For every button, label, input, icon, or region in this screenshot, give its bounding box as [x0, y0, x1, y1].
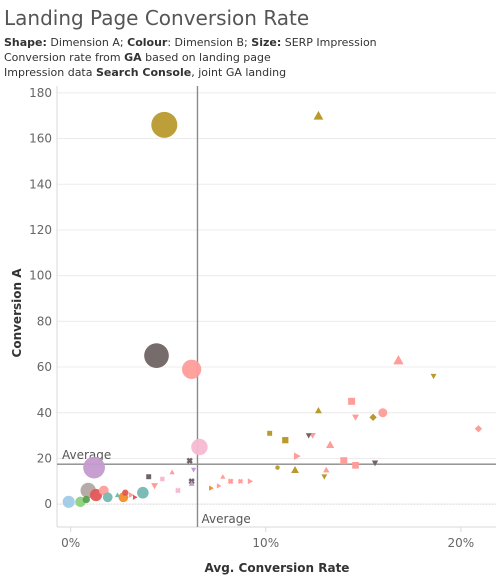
size-key: Size:	[251, 36, 282, 49]
data-point-square	[267, 430, 273, 436]
subtitle-sc-bold: Search Console	[95, 66, 192, 79]
cross-bar	[175, 487, 181, 494]
data-point-triangle-down	[430, 373, 437, 380]
y-tick-label: 140	[29, 177, 52, 191]
data-point-cross	[237, 478, 243, 484]
data-point-triangle	[220, 474, 226, 479]
data-point-circle	[378, 408, 388, 418]
x-tick-label: 20%	[448, 536, 475, 550]
data-point-triangle	[315, 407, 322, 414]
subtitle-legend-line: Shape: Dimension A; Colour: Dimension B;…	[4, 36, 377, 49]
subtitle-ga-bold: GA	[124, 51, 142, 64]
y-tick-label: 60	[37, 360, 52, 374]
data-point-triangle-right	[216, 483, 222, 489]
data-point-diamond	[369, 413, 377, 421]
gridlines	[57, 92, 496, 505]
data-point-square	[160, 476, 165, 482]
cross-bar	[237, 478, 243, 484]
data-point-triangle-down	[305, 433, 312, 439]
data-point-square	[340, 457, 348, 465]
subtitle-ga-post: based on landing page	[141, 51, 271, 64]
subtitle-source-search-console: Impression data Search Console, joint GA…	[4, 66, 286, 79]
average-x-label: Average	[201, 512, 250, 526]
data-point-triangle	[313, 110, 324, 120]
data-points	[62, 110, 483, 508]
data-point-square	[282, 437, 289, 444]
y-axis-title: Conversion A	[10, 268, 24, 358]
colour-key: Colour	[127, 36, 168, 49]
data-point-circle	[102, 492, 113, 503]
y-tick-label: 80	[37, 314, 52, 328]
data-point-triangle-down	[371, 460, 379, 467]
data-point-triangle-down	[151, 483, 158, 490]
cross-bar	[186, 457, 193, 464]
data-point-circle	[151, 111, 178, 138]
shape-key: Shape:	[4, 36, 47, 49]
subtitle-ga-pre: Conversion rate from	[4, 51, 125, 64]
data-point-triangle	[114, 492, 121, 498]
data-point-triangle-down	[309, 433, 316, 439]
data-point-circle	[82, 495, 90, 504]
data-point-triangle-right	[294, 452, 301, 460]
subtitle-source-ga: Conversion rate from GA based on landing…	[4, 51, 271, 64]
data-point-triangle-down	[352, 414, 359, 421]
data-point-diamond	[474, 425, 483, 433]
data-point-triangle-down	[190, 467, 197, 473]
data-point-triangle	[323, 466, 330, 473]
shape-value: Dimension A;	[46, 36, 128, 49]
data-point-circle	[191, 438, 208, 456]
data-point-square	[348, 397, 356, 405]
data-point-triangle	[393, 354, 404, 365]
y-tick-label: 180	[29, 86, 52, 100]
data-point-cross	[175, 487, 181, 494]
data-point-circle	[275, 465, 280, 470]
data-point-triangle	[291, 465, 299, 473]
data-point-circle	[122, 489, 129, 496]
x-tick-label: 10%	[252, 536, 279, 550]
x-axis-title: Avg. Conversion Rate	[205, 561, 350, 575]
y-tick-label: 120	[29, 223, 52, 237]
data-point-circle	[62, 495, 75, 508]
data-point-circle	[89, 488, 103, 502]
y-tick-label: 40	[37, 406, 52, 420]
colour-value: : Dimension B;	[167, 36, 252, 49]
data-point-triangle-right	[128, 492, 135, 498]
subtitle-sc-pre: Impression data	[4, 66, 96, 79]
data-point-triangle-right	[209, 485, 214, 491]
data-point-circle	[137, 486, 149, 499]
x-tick-label: 0%	[61, 536, 80, 550]
cross-bar	[227, 478, 234, 485]
size-value: SERP Impression	[281, 36, 377, 49]
data-point-triangle	[326, 440, 335, 449]
y-tick-label: 20	[37, 451, 52, 465]
data-point-cross	[227, 478, 234, 485]
data-point-triangle-right	[132, 494, 138, 500]
chart-title: Landing Page Conversion Rate	[4, 6, 310, 30]
data-point-cross	[186, 457, 193, 464]
data-point-triangle	[188, 480, 195, 486]
data-point-circle	[144, 343, 169, 368]
subtitle-sc-post: , joint GA landing	[191, 66, 287, 79]
data-point-square	[352, 461, 359, 469]
y-tick-label: 100	[29, 269, 52, 283]
axes: 0 20 40 60 80 100 120 140 160 180 0% 10% 20%	[29, 86, 496, 550]
y-tick-label: 0	[44, 497, 52, 511]
data-point-triangle-right	[247, 478, 254, 485]
y-tick-label: 160	[29, 132, 52, 146]
data-point-circle	[181, 359, 202, 379]
data-point-triangle-down	[321, 474, 328, 480]
data-point-square	[146, 474, 152, 480]
data-point-triangle	[169, 469, 175, 475]
data-point-circle	[83, 456, 105, 479]
